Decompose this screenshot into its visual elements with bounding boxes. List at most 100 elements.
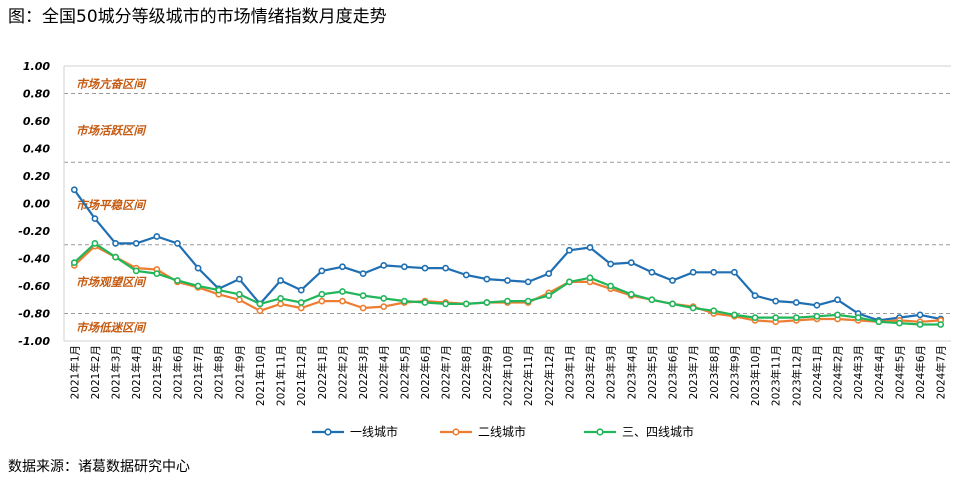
data-point [627,290,635,298]
x-tick-label: 2022年4月 [378,345,391,399]
data-point [235,296,243,304]
x-tick-label: 2022年3月 [357,345,370,399]
x-tick-label: 2021年4月 [130,345,143,399]
data-point [235,275,243,283]
data-point [524,278,532,286]
data-point [545,270,553,278]
data-point [792,299,800,306]
data-point [359,304,367,312]
y-tick-label: 0.40 [23,143,50,156]
data-point [132,267,140,275]
data-point [524,297,532,305]
data-point [318,297,326,305]
x-tick-label: 2021年2月 [89,345,102,399]
series-group [70,186,945,328]
data-point [731,268,738,276]
series-line [73,242,941,326]
x-tick-label: 2022年7月 [440,345,453,399]
x-tick-label: 2021年1月 [68,345,81,399]
x-tick-label: 2024年7月 [935,345,948,399]
series-line [73,245,941,323]
data-point [586,274,594,282]
data-point [607,282,615,290]
legend-label: 三、四线城市 [622,424,694,439]
data-point [277,277,284,284]
y-tick-label: 0.80 [23,88,50,101]
data-point [380,303,388,311]
x-tick-label: 2021年3月 [110,345,123,399]
data-point [215,286,223,294]
data-point [834,311,841,319]
data-point [318,290,326,298]
x-tick-label: 2022年9月 [481,345,494,399]
x-tick-label: 2023年7月 [687,345,700,399]
data-point [132,239,140,247]
data-point [153,233,161,240]
legend-item: 三、四线城市 [584,424,694,439]
x-tick-label: 2023年2月 [584,345,597,399]
x-tick-label: 2023年3月 [605,345,618,399]
data-point [792,314,800,322]
data-point [153,270,161,278]
data-point [607,260,615,268]
x-tick-label: 2024年6月 [914,345,927,399]
data-point [277,294,284,302]
x-tick-label: 2021年6月 [171,345,184,399]
x-tick-label: 2022年5月 [398,345,411,399]
y-tick-label: 1.00 [23,60,50,73]
x-tick-label: 2023年1月 [563,345,576,399]
data-point [834,296,841,304]
x-tick-label: 2022年11月 [522,345,535,406]
data-point [648,296,656,304]
data-point [710,268,718,276]
data-point [896,319,903,327]
x-tick-label: 2021年7月 [192,345,205,399]
data-point [277,300,284,308]
series-2 [70,242,945,326]
legend-marker [452,428,460,436]
source-note: 数据来源：诸葛数据研究中心 [8,459,190,475]
legend: 一线城市 二线城市 三、四线城市 [312,424,694,439]
chart-title: 图：全国50城分等级城市的市场情绪指数月度走势 [8,7,387,27]
data-point [91,215,99,223]
x-tick-label: 2022年6月 [419,345,432,399]
data-point [545,292,553,300]
data-point [194,282,202,290]
data-point [710,307,718,315]
data-point [380,294,388,302]
data-point [627,259,635,267]
data-point [174,239,181,247]
x-tick-label: 2022年12月 [543,345,556,406]
x-tick-label: 2022年2月 [336,345,349,399]
x-tick-label: 2021年11月 [275,345,288,406]
data-point [875,318,883,326]
x-tick-label: 2021年5月 [151,345,164,399]
data-point [297,299,305,306]
data-point [772,297,780,305]
x-tick-label: 2021年10月 [254,345,267,406]
data-point [380,261,388,269]
data-point [112,253,119,261]
y-tick-label: 0.00 [23,198,50,211]
zone-label: 市场活跃区间 [76,124,147,138]
data-point [442,300,450,308]
y-axis: 1.00 0.80 0.60 0.40 0.20 0.00 -0.20 -0.40 -0.60 -… [18,60,50,348]
y-tick-label: 0.20 [23,170,50,183]
zone-label: 市场观望区间 [76,275,147,289]
data-point [669,300,676,308]
data-point [648,268,656,276]
data-point [462,271,470,279]
x-tick-label: 2023年9月 [728,345,741,399]
zone-label: 市场低迷区间 [76,320,147,334]
x-tick-label: 2022年8月 [460,345,473,399]
x-tick-label: 2022年1月 [316,345,329,399]
y-tick-label: 0.60 [23,115,50,128]
data-point [916,311,924,319]
x-tick-label: 2021年12月 [295,345,308,406]
legend-marker [596,428,604,436]
data-point [916,321,924,328]
data-point [565,278,573,286]
y-tick-label: -0.40 [18,253,50,266]
